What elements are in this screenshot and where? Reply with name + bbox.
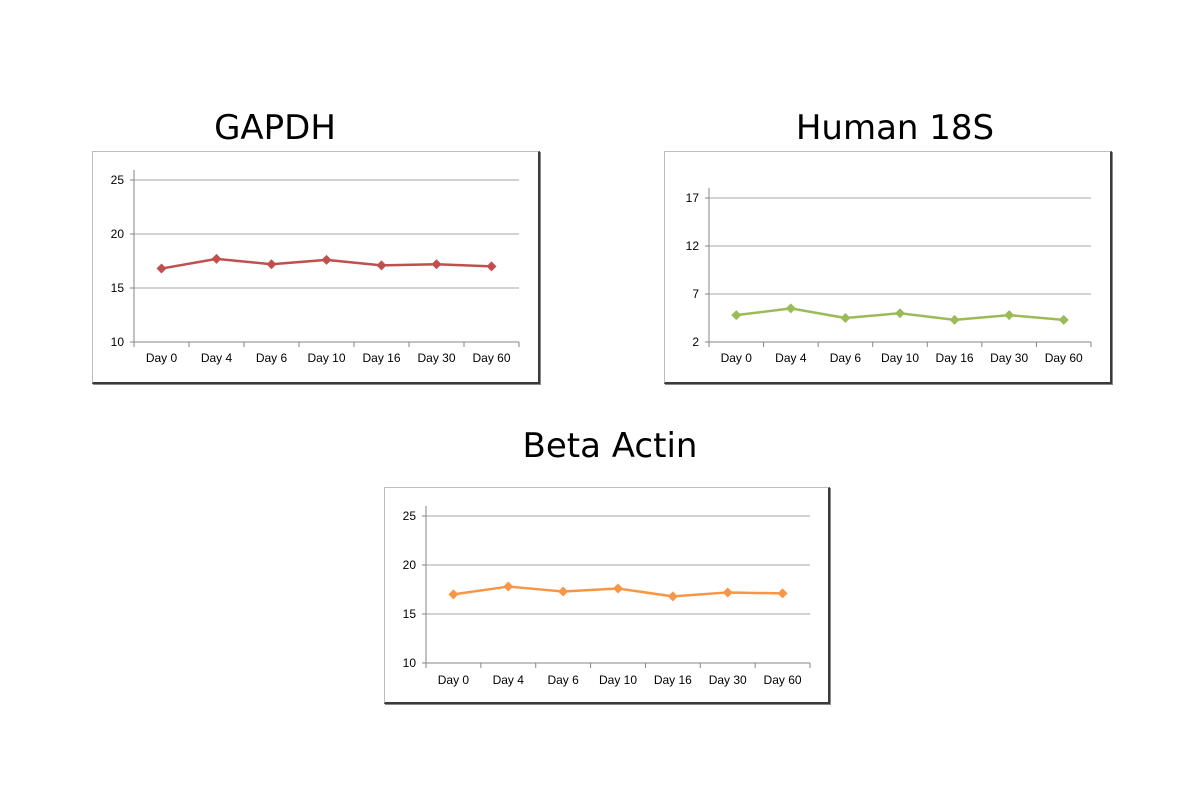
data-point-human-18s xyxy=(895,308,905,319)
chart-title-human-18s: Human 18S xyxy=(795,108,995,148)
data-point-human-18s xyxy=(840,313,851,323)
x-tick-label: Day 10 xyxy=(599,673,637,687)
data-point-gapdh xyxy=(211,253,222,264)
x-tick-label: Day 6 xyxy=(547,673,579,687)
x-tick-label: Day 0 xyxy=(146,351,178,365)
x-tick-label: Day 10 xyxy=(307,351,345,365)
x-tick-label: Day 16 xyxy=(654,673,692,687)
x-tick-label: Day 60 xyxy=(472,351,510,365)
chart-gapdh: 10 15 20 25 Day 0 Day 4 Day 6 Day 10 Day 16 Day 3… xyxy=(92,151,540,384)
chart-beta-actin: 10 15 20 25 Day 0 Day 4 Day 6 Day 10 Day 16 Day 3… xyxy=(384,487,830,704)
y-tick-label: 15 xyxy=(111,281,125,295)
data-point-beta-actin xyxy=(448,589,459,600)
chart-human-18s: 2 7 12 17 Day 0 Day 4 Day 6 Day 10 Day 16 Day 30 D… xyxy=(664,151,1112,384)
chart-title-gapdh: GAPDH xyxy=(214,108,336,148)
data-point-gapdh xyxy=(321,254,332,265)
y-tick-label: 10 xyxy=(403,656,417,670)
data-point-human-18s xyxy=(1058,314,1069,325)
chart-title-beta-actin: Beta Actin xyxy=(522,426,698,466)
x-tick-label: Day 30 xyxy=(417,351,455,365)
y-tick-label: 17 xyxy=(686,191,700,205)
y-tick-label: 7 xyxy=(692,287,699,301)
data-point-beta-actin xyxy=(722,587,733,598)
data-point-gapdh xyxy=(486,261,497,272)
y-tick-label: 10 xyxy=(111,335,125,349)
data-point-beta-actin xyxy=(667,591,678,602)
y-tick-label: 20 xyxy=(111,227,125,241)
data-point-human-18s xyxy=(1004,310,1015,321)
x-tick-label: Day 6 xyxy=(830,351,862,365)
y-tick-label: 15 xyxy=(403,607,417,621)
x-tick-label: Day 10 xyxy=(881,351,919,365)
x-tick-label: Day 0 xyxy=(721,351,753,365)
chart-gapdh-plot: 10 15 20 25 Day 0 Day 4 Day 6 Day 10 Day 16 Day 3… xyxy=(111,170,520,365)
data-point-human-18s xyxy=(949,314,960,325)
x-tick-label: Day 6 xyxy=(256,351,288,365)
y-tick-label: 20 xyxy=(403,558,417,572)
data-point-gapdh xyxy=(156,263,167,274)
data-point-beta-actin xyxy=(558,586,569,597)
data-point-beta-actin xyxy=(613,583,623,594)
data-point-human-18s xyxy=(785,303,796,314)
data-point-gapdh xyxy=(431,259,442,270)
x-tick-label: Day 4 xyxy=(493,673,525,687)
y-tick-label: 25 xyxy=(111,173,125,187)
y-tick-label: 12 xyxy=(686,239,700,253)
chart-beta-actin-plot: 10 15 20 25 Day 0 Day 4 Day 6 Day 10 Day 16 Day 3… xyxy=(403,506,811,687)
chart-human-18s-plot: 2 7 12 17 Day 0 Day 4 Day 6 Day 10 Day 16 Day 30 D… xyxy=(686,188,1092,365)
x-tick-label: Day 16 xyxy=(362,351,400,365)
x-tick-label: Day 60 xyxy=(764,673,802,687)
x-tick-label: Day 0 xyxy=(438,673,470,687)
x-tick-label: Day 30 xyxy=(990,351,1028,365)
y-tick-label: 2 xyxy=(692,335,699,349)
x-tick-label: Day 30 xyxy=(709,673,747,687)
x-tick-label: Day 4 xyxy=(201,351,233,365)
x-tick-label: Day 60 xyxy=(1045,351,1083,365)
data-point-gapdh xyxy=(376,260,387,271)
x-tick-label: Day 16 xyxy=(936,351,974,365)
y-tick-label: 25 xyxy=(403,509,417,523)
x-tick-label: Day 4 xyxy=(775,351,807,365)
data-point-beta-actin xyxy=(777,588,788,599)
data-point-gapdh xyxy=(266,259,277,270)
data-point-beta-actin xyxy=(503,581,514,592)
data-point-human-18s xyxy=(731,310,742,321)
